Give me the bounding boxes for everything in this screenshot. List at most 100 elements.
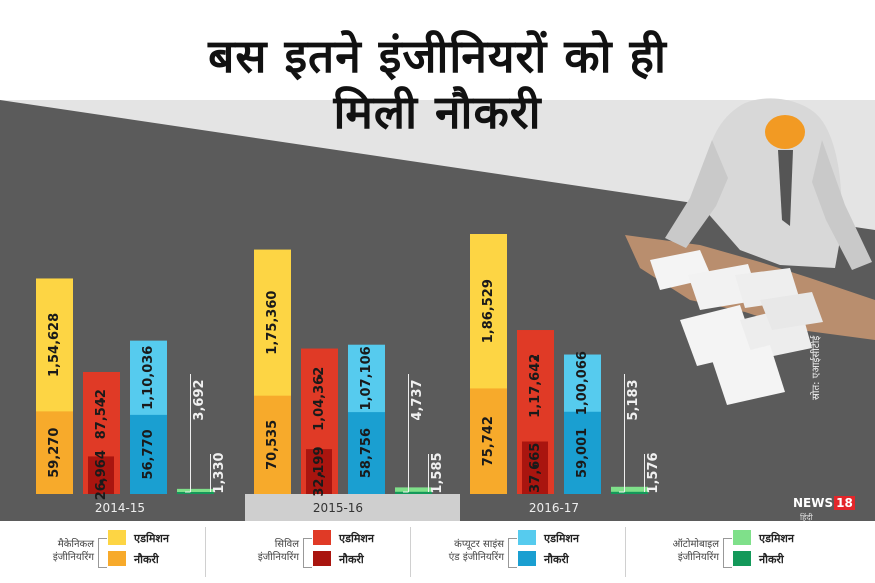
legend-group: मैकेनिकल इंजीनियरिंग एडमिशन नौकरी: [0, 521, 205, 583]
admission-value-label: 1,10,036: [141, 346, 156, 410]
legend-branch-name: सिविल इंजीनियरिंग: [213, 538, 299, 564]
legend-branch-name-line: इंजीनियरिंग: [52, 552, 94, 563]
admission-value-label: 5,183: [626, 379, 641, 420]
job-value-label: 1,330: [212, 452, 227, 493]
admission-value-label: 1,75,360: [265, 291, 280, 355]
marker-dot: [317, 374, 322, 379]
legend-swatch-admission: [108, 530, 126, 545]
legend-bracket: [723, 538, 732, 568]
man-head: [765, 115, 805, 149]
legend: मैकेनिकल इंजीनियरिंग एडमिशन नौकरी सिविल इंजीन…: [0, 521, 875, 583]
job-bar: [36, 411, 73, 494]
job-value-label: 59,270: [47, 428, 62, 478]
man-torso: [703, 98, 842, 268]
paper-sheet: [712, 345, 785, 405]
job-bar: [564, 411, 601, 494]
category-label: 2015-16: [313, 501, 363, 515]
admission-value-label: 1,17,642: [528, 354, 543, 418]
job-value-label: 59,001: [575, 428, 590, 478]
category-label: 2014-15: [95, 501, 145, 515]
news18-logo: NEWS 18: [793, 496, 855, 510]
legend-swatch-admission: [313, 530, 331, 545]
legend-branch-name-line: कंप्यूटर साइंस: [454, 539, 504, 550]
legend-bracket: [98, 538, 107, 568]
admission-value-label: 1,07,106: [359, 346, 374, 410]
man-with-papers-illustration: [625, 98, 875, 405]
legend-bracket: [303, 538, 312, 568]
source-credit: स्रोत: एआईसीटीई: [811, 335, 822, 400]
logo-brand: NEWS: [793, 496, 834, 510]
marker-dot: [533, 464, 538, 469]
legend-branch-name-line: सिविल: [274, 539, 299, 550]
legend-branch-name: ऑटोमोबाइल इंजीनियरिंग: [633, 538, 719, 564]
job-value-label: 26,964: [94, 450, 109, 500]
legend-separator: [625, 527, 626, 577]
job-bar: [88, 456, 114, 494]
job-bar: [348, 412, 385, 494]
legend-label-admission: एडमिशन: [339, 532, 374, 545]
title-line-2: मिली नौकरी: [333, 85, 542, 139]
legend-label-admission: एडमिशन: [759, 532, 794, 545]
job-value-label: 75,742: [481, 416, 496, 466]
admission-value-label: 1,00,066: [575, 351, 590, 415]
job-value-label: 56,770: [141, 429, 156, 479]
admission-value-label: 87,542: [94, 389, 109, 439]
legend-branch-name-line: इंजीनियरिंग: [677, 552, 719, 563]
man-left-arm: [665, 140, 728, 248]
job-bar: [254, 395, 291, 494]
legend-label-job: नौकरी: [759, 553, 784, 566]
legend-label-admission: एडमिशन: [134, 532, 169, 545]
legend-branch-name-line: एंड इंजीनियरिंग: [448, 552, 504, 563]
marker-dot: [99, 397, 104, 402]
marker-dot: [317, 472, 322, 477]
job-value-label: 70,535: [265, 420, 280, 470]
job-value-label: 32,199: [312, 446, 327, 496]
admission-bar: [611, 486, 648, 494]
legend-bracket: [508, 538, 517, 568]
legend-separator: [205, 527, 206, 577]
legend-swatch-job: [108, 551, 126, 566]
legend-label-job: नौकरी: [134, 553, 159, 566]
job-bar: [130, 414, 167, 494]
legend-branch-name-line: मैकेनिकल: [57, 539, 94, 550]
logo-number: 18: [834, 496, 855, 510]
logo-subtitle: हिंदी: [800, 513, 813, 522]
admission-value-label: 3,692: [192, 379, 207, 420]
legend-label-job: नौकरी: [339, 553, 364, 566]
admission-bar: [177, 488, 214, 494]
legend-separator: [410, 527, 411, 577]
legend-branch-name: मैकेनिकल इंजीनियरिंग: [8, 538, 94, 564]
job-bar: [611, 491, 648, 494]
legend-swatch-job: [518, 551, 536, 566]
legend-swatch-admission: [518, 530, 536, 545]
job-value-label: 1,585: [430, 452, 445, 493]
admission-value-label: 1,54,628: [47, 313, 62, 377]
category-label: 2016-17: [529, 501, 579, 515]
man-right-arm: [812, 140, 872, 270]
legend-group: सिविल इंजीनियरिंग एडमिशन नौकरी: [205, 521, 410, 583]
admission-value-label: 1,86,529: [481, 279, 496, 343]
job-bar: [470, 388, 507, 494]
man-tie: [778, 150, 793, 226]
admission-bar: [395, 487, 432, 494]
legend-swatch-admission: [733, 530, 751, 545]
admission-value-label: 4,737: [410, 379, 425, 420]
legend-swatch-job: [733, 551, 751, 566]
paper-sheet: [680, 305, 756, 366]
title-line-1: बस इतने इंजीनियरों को ही: [208, 29, 667, 83]
job-bar: [177, 492, 214, 494]
marker-dot: [533, 356, 538, 361]
legend-swatch-job: [313, 551, 331, 566]
legend-branch-name-line: ऑटोमोबाइल: [672, 539, 719, 550]
legend-branch-name-line: इंजीनियरिंग: [257, 552, 299, 563]
admission-value-label: 1,04,362: [312, 367, 327, 431]
paper-sheet: [760, 292, 823, 330]
background-dark-wedge: [0, 100, 875, 521]
category-highlight: [245, 494, 460, 521]
page-title: बस इतने इंजीनियरों को ही मिली नौकरी: [0, 28, 875, 140]
legend-label-job: नौकरी: [544, 553, 569, 566]
job-bar: [395, 491, 432, 494]
job-value-label: 1,576: [646, 452, 661, 493]
job-value-label: 58,756: [359, 428, 374, 478]
legend-group: कंप्यूटर साइंस एंड इंजीनियरिंग एडमिशन नौकरी: [410, 521, 615, 583]
